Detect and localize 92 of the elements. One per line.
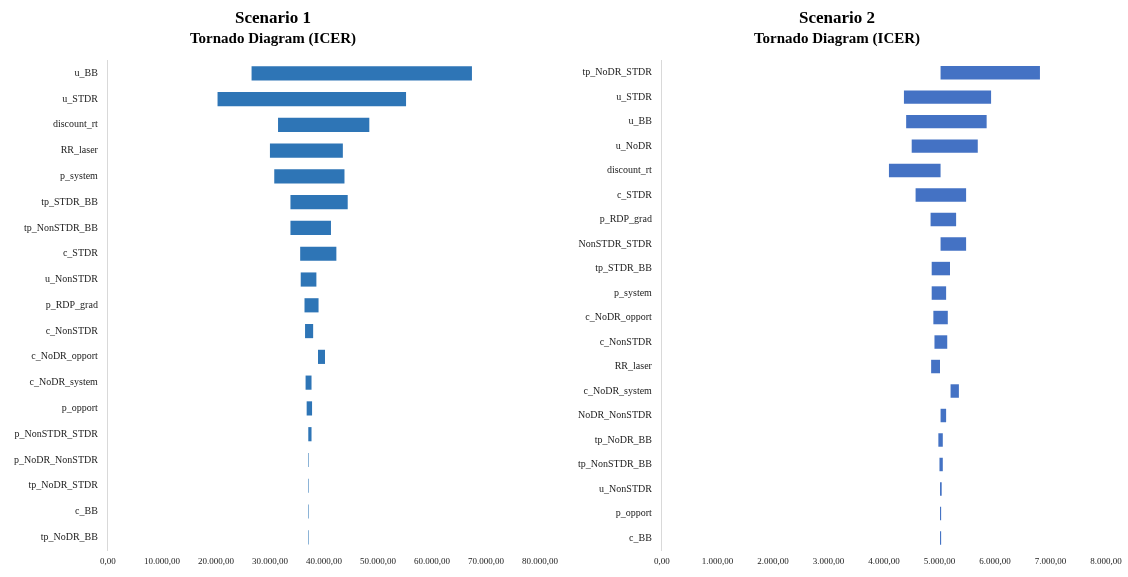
chart-title: Scenario 2 — [798, 7, 876, 27]
bar — [940, 237, 967, 251]
bar — [934, 335, 948, 349]
bar — [906, 114, 987, 129]
x-tick-label: 20.000,00 — [197, 555, 235, 566]
y-tick-label: NoDR_NonSTDR — [578, 409, 653, 421]
bar — [933, 310, 948, 325]
chart-subtitle: Tornado Diagram (ICER) — [189, 30, 357, 48]
y-tick-label: u_BB — [74, 66, 99, 78]
x-tick-label: 5.000,00 — [923, 555, 956, 566]
bar — [251, 66, 472, 81]
chart-title: Scenario 1 — [234, 7, 312, 27]
bar — [930, 212, 957, 227]
y-tick-label: NonSTDR_STDR — [578, 237, 653, 249]
y-tick-label: u_STDR — [616, 90, 653, 102]
y-tick-label: c_STDR — [616, 188, 653, 200]
bar — [290, 195, 348, 210]
bar — [939, 457, 943, 472]
y-tick-label: discount_rt — [52, 118, 99, 130]
x-tick-label: 4.000,00 — [868, 555, 901, 566]
y-tick-label: p_RDP_grad — [599, 213, 652, 225]
x-tick-label: 80.000,00 — [522, 555, 559, 566]
y-tick-label: p_RDP_grad — [45, 298, 98, 310]
bar — [903, 90, 992, 104]
x-tick-label: 40.000,00 — [305, 555, 343, 566]
y-tick-label: u_NonSTDR — [599, 482, 653, 494]
y-tick-label: c_NoDR_system — [29, 376, 99, 388]
x-tick-label: 2.000,00 — [757, 555, 790, 566]
y-tick-label: p_system — [60, 170, 99, 182]
bar — [278, 117, 370, 132]
bar — [217, 91, 407, 107]
x-tick-label: 10.000,00 — [143, 555, 181, 566]
bar — [938, 433, 943, 447]
bar — [950, 384, 959, 398]
y-tick-label: tp_NonSTDR_BB — [578, 458, 653, 470]
bar — [304, 298, 319, 313]
bar — [305, 375, 312, 390]
bar — [308, 427, 312, 442]
bar — [274, 169, 345, 184]
y-tick-label: c_NonSTDR — [45, 324, 99, 336]
y-tick-label: c_STDR — [62, 247, 99, 259]
y-tick-label: tp_NoDR_BB — [594, 433, 653, 445]
y-tick-label: c_NonSTDR — [599, 335, 653, 347]
bar — [306, 401, 313, 416]
y-tick-label: c_NoDR_system — [583, 384, 653, 396]
y-tick-label: RR_laser — [614, 360, 653, 372]
bar — [931, 359, 941, 374]
x-tick-label: 0,00 — [654, 555, 671, 566]
x-tick-label: 8.000,00 — [1090, 555, 1123, 566]
y-tick-label: p_opport — [61, 402, 99, 414]
x-tick-label: 30.000,00 — [251, 555, 289, 566]
x-tick-label: 3.000,00 — [812, 555, 845, 566]
y-tick-label: c_BB — [629, 531, 653, 543]
x-tick-label: 0,00 — [100, 555, 117, 566]
y-tick-label: u_NoDR — [615, 139, 653, 151]
x-tick-label: 70.000,00 — [467, 555, 505, 566]
bar — [318, 349, 326, 364]
y-tick-label: u_STDR — [62, 92, 99, 104]
y-tick-label: c_BB — [75, 505, 99, 517]
bar — [269, 143, 343, 158]
y-tick-label: tp_NoDR_STDR — [28, 479, 99, 491]
y-tick-label: p_opport — [615, 507, 653, 519]
y-tick-label: p_system — [614, 286, 653, 298]
y-tick-label: tp_STDR_BB — [595, 262, 653, 274]
bar — [940, 65, 1040, 80]
x-tick-label: 6.000,00 — [979, 555, 1012, 566]
y-tick-label: c_NoDR_opport — [31, 350, 99, 362]
x-tick-label: 50.000,00 — [359, 555, 397, 566]
y-tick-label: tp_STDR_BB — [41, 195, 99, 207]
bar — [931, 286, 947, 300]
x-tick-label: 60.000,00 — [413, 555, 451, 566]
y-tick-label: c_NoDR_opport — [585, 311, 653, 323]
y-tick-label: tp_NonSTDR_BB — [23, 221, 99, 233]
y-tick-label: tp_NoDR_BB — [40, 530, 99, 542]
x-tick-label: 7.000,00 — [1034, 555, 1067, 566]
bar — [888, 163, 941, 178]
bar — [290, 220, 331, 236]
y-tick-label: RR_laser — [60, 144, 99, 156]
bar — [305, 323, 314, 339]
y-tick-label: p_NoDR_NonSTDR — [13, 453, 99, 465]
y-tick-label: p_NonSTDR_STDR — [14, 427, 99, 439]
y-tick-label: u_BB — [628, 115, 653, 127]
bar — [931, 261, 951, 276]
y-tick-label: tp_NoDR_STDR — [582, 66, 653, 78]
y-tick-label: discount_rt — [606, 164, 653, 176]
bar — [300, 272, 317, 287]
bar — [915, 188, 967, 202]
bar — [911, 139, 978, 153]
bar — [300, 246, 337, 261]
y-tick-label: u_NonSTDR — [45, 273, 99, 285]
x-tick-label: 1.000,00 — [701, 555, 734, 566]
chart-subtitle: Tornado Diagram (ICER) — [753, 30, 921, 48]
